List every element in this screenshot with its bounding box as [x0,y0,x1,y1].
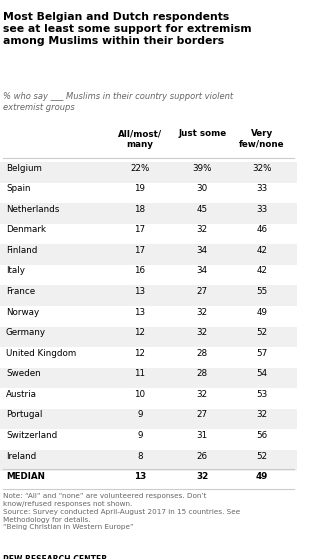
Bar [0,203,298,224]
Text: 13: 13 [134,287,145,296]
Text: 42: 42 [256,267,267,276]
Text: 49: 49 [256,307,267,316]
Text: 17: 17 [134,225,145,234]
Text: Spain: Spain [6,184,31,193]
Text: 39%: 39% [193,164,212,173]
Text: Germany: Germany [6,328,46,337]
Bar [0,244,298,265]
Text: United Kingdom: United Kingdom [6,349,76,358]
Text: 54: 54 [256,369,267,378]
Text: 42: 42 [256,246,267,255]
Text: 11: 11 [134,369,145,378]
Text: 27: 27 [197,287,208,296]
Text: 22%: 22% [130,164,150,173]
Text: 55: 55 [256,287,267,296]
Bar [0,286,298,306]
Text: 28: 28 [197,369,208,378]
Text: 32: 32 [197,307,208,316]
Text: 26: 26 [197,452,208,461]
Text: 13: 13 [134,472,146,481]
Text: PEW RESEARCH CENTER: PEW RESEARCH CENTER [3,555,107,559]
Text: Netherlands: Netherlands [6,205,59,214]
Text: 52: 52 [256,452,267,461]
Text: 10: 10 [134,390,145,399]
Text: 32: 32 [197,390,208,399]
Text: 12: 12 [134,328,145,337]
Text: 17: 17 [134,246,145,255]
Text: 56: 56 [256,431,267,440]
Text: 45: 45 [197,205,208,214]
Bar [0,326,298,347]
Text: Most Belgian and Dutch respondents
see at least some support for extremism
among: Most Belgian and Dutch respondents see a… [3,12,252,46]
Text: Finland: Finland [6,246,37,255]
Text: Note: “All” and “none” are volunteered responses. Don’t
know/refused responses n: Note: “All” and “none” are volunteered r… [3,494,240,530]
Text: France: France [6,287,35,296]
Text: 52: 52 [256,328,267,337]
Text: MEDIAN: MEDIAN [6,472,45,481]
Text: All/most/
many: All/most/ many [118,129,162,149]
Text: 34: 34 [197,267,208,276]
Text: Norway: Norway [6,307,39,316]
Text: 33: 33 [256,184,267,193]
Text: 57: 57 [256,349,267,358]
Text: 46: 46 [256,225,267,234]
Text: 9: 9 [137,431,142,440]
Text: Switzerland: Switzerland [6,431,57,440]
Text: 32: 32 [197,225,208,234]
Text: 32: 32 [197,328,208,337]
Text: 34: 34 [197,246,208,255]
Text: 33: 33 [256,205,267,214]
Text: Ireland: Ireland [6,452,36,461]
Text: Austria: Austria [6,390,37,399]
Text: 16: 16 [134,267,145,276]
Text: Just some: Just some [178,129,226,138]
Text: 9: 9 [137,410,142,419]
Text: Belgium: Belgium [6,164,42,173]
Text: 49: 49 [256,472,268,481]
Bar [0,162,298,183]
Text: Very
few/none: Very few/none [239,129,285,149]
Text: 19: 19 [134,184,145,193]
Text: 18: 18 [134,205,145,214]
Text: 32: 32 [196,472,208,481]
Text: 8: 8 [137,452,143,461]
Text: Sweden: Sweden [6,369,40,378]
Bar [0,368,298,389]
Text: 31: 31 [197,431,208,440]
Text: 13: 13 [134,307,145,316]
Text: Portugal: Portugal [6,410,42,419]
Text: 28: 28 [197,349,208,358]
Text: 27: 27 [197,410,208,419]
Text: 30: 30 [197,184,208,193]
Bar [0,409,298,429]
Text: Denmark: Denmark [6,225,46,234]
Text: % who say ___ Muslims in their country support violent
extremist groups: % who say ___ Muslims in their country s… [3,92,233,112]
Bar [0,450,298,471]
Text: Italy: Italy [6,267,25,276]
Text: 32: 32 [256,410,267,419]
Text: 32%: 32% [252,164,272,173]
Text: 12: 12 [134,349,145,358]
Text: 53: 53 [256,390,267,399]
